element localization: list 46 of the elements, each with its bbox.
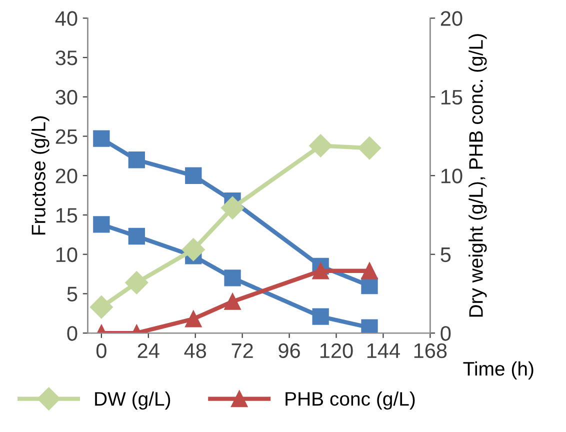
y-axis-title: Fructose (g/L) <box>31 116 50 235</box>
x-tick-label: 96 <box>278 343 300 358</box>
point <box>90 296 113 319</box>
point <box>185 310 202 328</box>
x-tick-label: 24 <box>138 343 160 358</box>
y2-tick-label: 20 <box>440 11 462 26</box>
point <box>128 228 145 245</box>
point <box>312 262 329 280</box>
legend-label: PHB conc (g/L) <box>286 392 415 410</box>
x-tick-label: 48 <box>184 343 206 358</box>
x-axis-title: Time (h) <box>463 361 534 380</box>
y-tick-label: 20 <box>56 168 78 184</box>
x-tick-label: 120 <box>320 343 353 358</box>
y-tick-label: 35 <box>56 50 78 66</box>
point <box>224 270 241 286</box>
point <box>361 319 378 334</box>
x-tick-label: 0 <box>96 343 106 358</box>
y2-tick-label: 0 <box>440 326 451 341</box>
x-tick-label: 168 <box>414 343 447 358</box>
point <box>312 308 329 325</box>
y-tick-label: 25 <box>56 129 78 144</box>
y2-tick-label: 15 <box>441 90 462 105</box>
point <box>125 271 148 294</box>
y-tick-label: 0 <box>67 326 78 341</box>
point <box>185 167 202 184</box>
point <box>361 262 378 280</box>
y2-tick-label: 5 <box>440 248 451 262</box>
point <box>309 134 332 158</box>
y2-axis-title: Dry weight (g/L), PHB conc. (g/L) <box>468 34 487 317</box>
point <box>361 278 378 294</box>
y-tick-label: 5 <box>67 286 78 302</box>
point <box>358 136 381 160</box>
point <box>182 238 205 262</box>
point <box>224 293 241 310</box>
y-tick-label: 10 <box>56 247 78 262</box>
x-tick-label: 144 <box>367 344 400 358</box>
point <box>221 196 244 220</box>
y-tick-label: 15 <box>56 208 78 223</box>
point <box>93 216 110 233</box>
y-tick-label: 30 <box>56 90 78 105</box>
y-tick-label: 40 <box>55 11 78 26</box>
legend-label: DW (g/L) <box>95 392 170 410</box>
point <box>128 152 145 168</box>
y2-tick-label: 10 <box>441 168 462 184</box>
point <box>93 130 110 147</box>
x-tick-label: 72 <box>232 343 253 358</box>
